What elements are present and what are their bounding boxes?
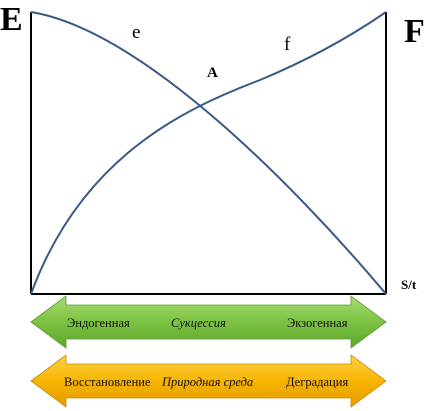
x-axis-label: S/t xyxy=(401,277,417,292)
curve-f xyxy=(30,11,387,295)
curve-e-label: e xyxy=(132,22,140,43)
degradation-label: Деградация xyxy=(286,375,348,389)
restoration-label: Восстановление xyxy=(64,375,151,389)
exogenous-label: Экзогенная xyxy=(287,316,348,330)
natural-environment-label: Природная среда xyxy=(161,375,253,389)
intersection-label: A xyxy=(207,65,218,81)
right-label-F: F xyxy=(404,13,425,50)
curve-e xyxy=(30,11,387,295)
environment-arrow: Восстановление Природная среда Деградаци… xyxy=(30,354,387,408)
curve-f-label: f xyxy=(284,34,291,55)
succession-label: Сукцессия xyxy=(171,316,226,330)
succession-arrow: Эндогенная Сукцессия Экзогенная xyxy=(30,295,387,349)
endogenous-label: Эндогенная xyxy=(67,316,130,330)
left-label-E: E xyxy=(0,1,23,38)
